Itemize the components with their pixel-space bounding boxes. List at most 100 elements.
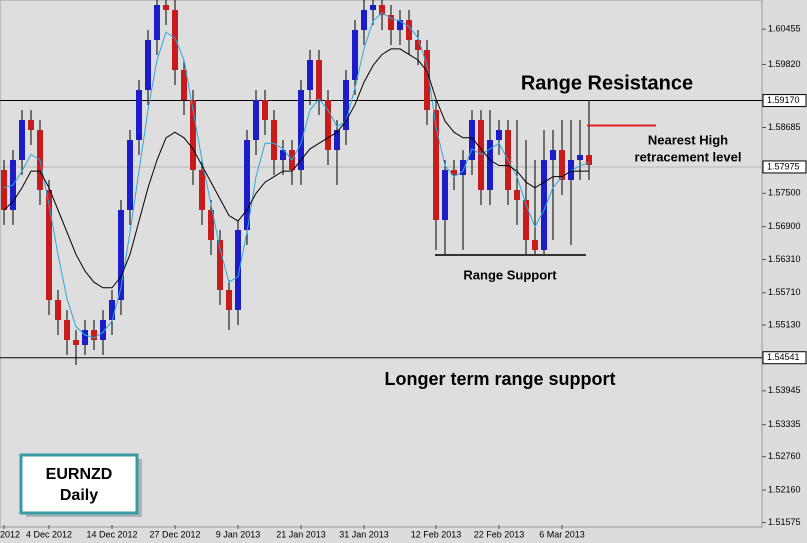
- candle-body: [496, 130, 502, 140]
- candle-body: [559, 150, 565, 180]
- candle-body: [190, 100, 196, 170]
- level-label: 1.54541: [767, 352, 800, 362]
- x-tick-label: 2012: [0, 529, 20, 539]
- level-label-box: [762, 160, 807, 174]
- symbol-box: EURNZD Daily: [19, 453, 142, 517]
- x-tick-label: 4 Dec 2012: [26, 529, 72, 539]
- candle-body: [532, 240, 538, 250]
- candle-body: [73, 340, 79, 345]
- candle-body: [550, 150, 556, 160]
- candle-body: [28, 120, 34, 130]
- candle-body: [136, 90, 142, 140]
- candle-body: [568, 160, 574, 180]
- candle-body: [1, 170, 7, 210]
- plot-area: [0, 0, 763, 528]
- candle-body: [361, 10, 367, 30]
- x-tick-label: 9 Jan 2013: [216, 529, 261, 539]
- candle-body: [343, 80, 349, 130]
- y-tick-label: 1.58685: [768, 122, 801, 132]
- candle-body: [253, 100, 259, 140]
- candle-body: [442, 170, 448, 220]
- x-tick-label: 22 Feb 2013: [474, 529, 525, 539]
- candle-body: [433, 110, 439, 220]
- candle-body: [127, 140, 133, 210]
- y-tick-label: 1.53945: [768, 385, 801, 395]
- y-tick-label: 1.55130: [768, 319, 801, 329]
- y-tick-label: 1.57500: [768, 188, 801, 198]
- moving-average: [3, 48, 589, 289]
- candle-body: [406, 20, 412, 40]
- y-tick-label: 1.56900: [768, 221, 801, 231]
- candle-body: [217, 240, 223, 290]
- candle-body: [577, 155, 583, 160]
- x-tick-label: 31 Jan 2013: [339, 529, 389, 539]
- candle-body: [514, 190, 520, 200]
- candle-body: [298, 90, 304, 170]
- annotation: retracement level: [635, 149, 742, 164]
- candle-body: [487, 140, 493, 190]
- candle-body: [316, 60, 322, 100]
- y-tick-label: 1.60455: [768, 24, 801, 34]
- y-tick-label: 1.52160: [768, 484, 801, 494]
- y-tick-label: 1.53335: [768, 419, 801, 429]
- x-tick-label: 27 Dec 2012: [149, 529, 200, 539]
- level-label-box: [762, 351, 807, 365]
- candle-body: [163, 5, 169, 10]
- candle-body: [55, 300, 61, 320]
- candle-body: [415, 40, 421, 50]
- y-tick-label: 1.51575: [768, 517, 801, 527]
- candle-body: [172, 10, 178, 70]
- candle-body: [109, 300, 115, 320]
- candle-body: [397, 20, 403, 30]
- x-tick-label: 6 Mar 2013: [539, 529, 585, 539]
- x-tick-label: 12 Feb 2013: [411, 529, 462, 539]
- timeframe: Daily: [60, 487, 98, 504]
- y-tick-label: 1.56310: [768, 254, 801, 264]
- candle-body: [19, 120, 25, 160]
- candle-body: [91, 330, 97, 340]
- box-frame: [19, 453, 139, 515]
- candle-body: [370, 5, 376, 10]
- candle-body: [154, 5, 160, 40]
- candle-body: [379, 5, 385, 15]
- candle-body: [307, 60, 313, 90]
- candle-body: [181, 70, 187, 100]
- candle-body: [82, 330, 88, 345]
- level-label: 1.59170: [767, 95, 800, 105]
- candle-body: [541, 160, 547, 250]
- candle-body: [100, 320, 106, 340]
- candle-body: [325, 100, 331, 150]
- candle-body: [460, 160, 466, 175]
- candle-body: [271, 120, 277, 160]
- annotation: Nearest High: [648, 132, 728, 147]
- candle-body: [118, 210, 124, 300]
- candle-body: [199, 170, 205, 210]
- candle-body: [64, 320, 70, 340]
- symbol: EURNZD: [46, 466, 113, 483]
- candle-body: [280, 150, 286, 160]
- candle-body: [334, 130, 340, 150]
- annotation: Longer term range support: [384, 369, 615, 389]
- annotation: Range Support: [463, 267, 557, 282]
- candle-body: [424, 50, 430, 110]
- level-label-box: [762, 94, 807, 108]
- annotation: Range Resistance: [521, 72, 693, 94]
- level-label: 1.57975: [767, 161, 800, 171]
- candle-body: [523, 200, 529, 240]
- candle-body: [352, 30, 358, 80]
- candle-body: [226, 290, 232, 310]
- candle-body: [46, 190, 52, 300]
- candle-body: [262, 100, 268, 120]
- candle-body: [388, 15, 394, 30]
- y-tick-label: 1.52760: [768, 451, 801, 461]
- moving-average: [3, 12, 590, 339]
- y-tick-label: 1.59820: [768, 59, 801, 69]
- x-tick-label: 14 Dec 2012: [86, 529, 137, 539]
- candle-body: [451, 170, 457, 175]
- x-tick-label: 21 Jan 2013: [276, 529, 326, 539]
- candle-body: [469, 120, 475, 160]
- candle-body: [235, 230, 241, 310]
- candle-body: [145, 40, 151, 90]
- y-tick-label: 1.55710: [768, 287, 801, 297]
